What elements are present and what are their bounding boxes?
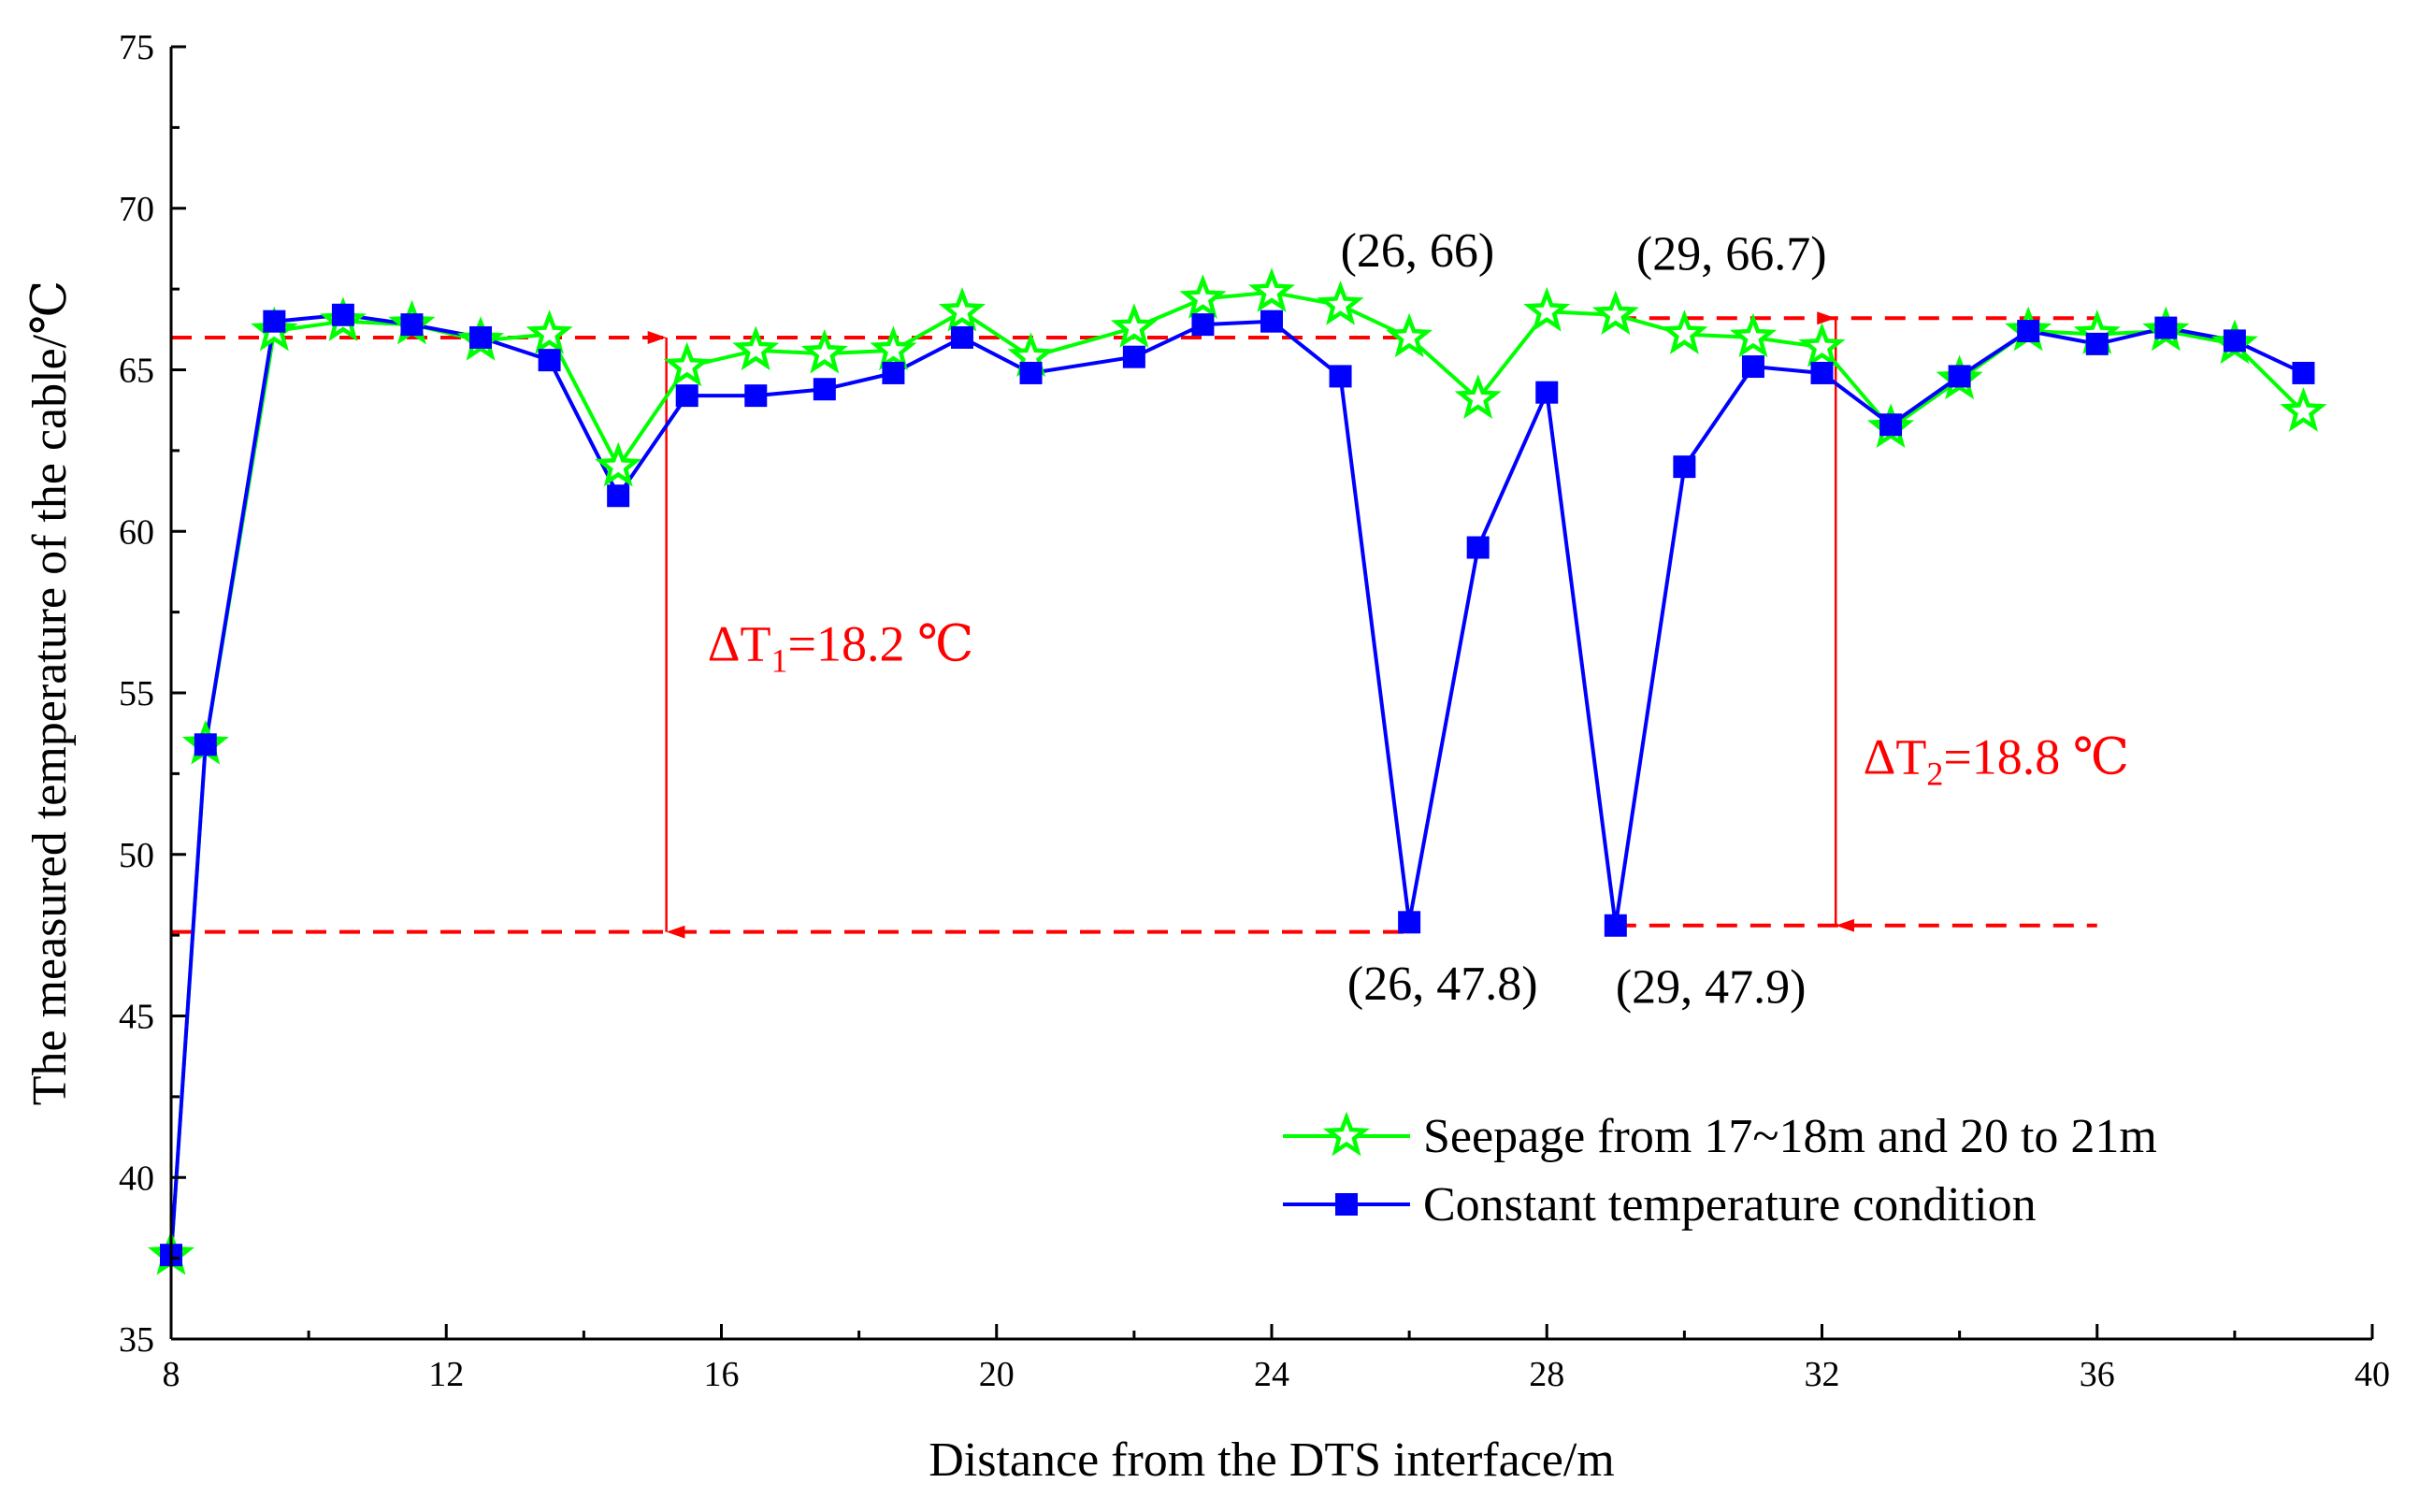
seepage-point (1523, 286, 1571, 332)
y-tick-label: 45 (119, 998, 154, 1037)
y-tick-label: 60 (119, 512, 154, 552)
constant-point (2223, 329, 2246, 353)
constant-point (469, 325, 493, 349)
seepage-point (1454, 374, 1502, 419)
legend-label: Seepage from 17~18m and 20 to 21m (1423, 1110, 2157, 1163)
reference-lines (171, 311, 2097, 939)
x-tick-label: 36 (2080, 1355, 2115, 1394)
constant-point (607, 484, 630, 508)
x-tick-label: 32 (1805, 1355, 1840, 1394)
seepage-point (1247, 267, 1296, 312)
y-tick-label: 65 (119, 352, 154, 391)
constant-point (263, 310, 286, 333)
constant-point (744, 384, 768, 408)
x-tick-label: 16 (704, 1355, 740, 1394)
delta-t-label: ΔT1=18.2 ℃ (708, 615, 974, 679)
x-tick-label: 28 (1529, 1355, 1564, 1394)
seepage-point (800, 328, 848, 374)
constant-point (331, 303, 354, 326)
seepage-point (1729, 312, 1778, 358)
legend-label: Constant temperature condition (1423, 1178, 2037, 1231)
constant-point (1741, 355, 1764, 379)
constant-point (1019, 361, 1043, 384)
constant-point (1673, 455, 1696, 479)
seepage-point (938, 286, 986, 332)
constant-point (2154, 316, 2178, 339)
constant-point (1329, 365, 1352, 388)
chart-labels: Distance from the DTS interface/m The mea… (23, 224, 2129, 1487)
constant-point (2292, 361, 2315, 384)
constant-point (2085, 332, 2109, 355)
constant-point (194, 733, 217, 756)
constant-point (1122, 345, 1145, 368)
constant-point (1810, 361, 1834, 384)
y-axis-title: The measured temperature of the cable/℃ (23, 281, 77, 1106)
constant-point (1260, 310, 1283, 333)
constant-point (813, 378, 836, 401)
constant-point (1535, 381, 1559, 404)
seepage-point (1386, 312, 1433, 358)
seepage-point (1317, 281, 1364, 325)
x-axis-title: Distance from the DTS interface/m (929, 1433, 1615, 1487)
y-tick-label: 40 (119, 1159, 154, 1198)
constant-point (1879, 413, 1903, 437)
delta-t-symbol: ΔT (1864, 728, 1927, 785)
constant-point (675, 384, 698, 408)
y-tick-label: 55 (119, 674, 154, 713)
y-tick-label: 50 (119, 836, 154, 875)
x-tick-label: 24 (1254, 1355, 1289, 1394)
delta-t-value: =18.2 ℃ (788, 615, 974, 671)
seepage-point (2280, 387, 2327, 432)
seepage-point (595, 441, 642, 487)
seepage-point (732, 325, 780, 371)
legend: Seepage from 17~18m and 20 to 21m Constan… (1283, 1110, 2157, 1231)
constant-point (1466, 536, 1490, 559)
x-tick-label: 12 (428, 1355, 464, 1394)
constant-point (1191, 313, 1215, 337)
constant-point (950, 325, 973, 349)
constant-point (1604, 914, 1627, 937)
constant-point (2017, 320, 2040, 343)
constant-point (400, 313, 424, 337)
y-tick-label: 35 (119, 1320, 154, 1360)
delta-t-symbol: ΔT (708, 615, 771, 671)
seepage-point (1179, 274, 1227, 319)
point-annotation: (26, 66) (1341, 224, 1495, 278)
y-tick-label: 75 (119, 28, 154, 67)
seepage-point (663, 341, 711, 387)
x-tick-label: 40 (2354, 1355, 2390, 1394)
legend-marker (1322, 1111, 1371, 1157)
delta-t-subscript: 1 (771, 641, 788, 679)
point-annotation: (29, 66.7) (1636, 227, 1827, 281)
x-tick-label: 8 (163, 1355, 180, 1394)
constant-point (538, 349, 561, 372)
seepage-point (526, 310, 573, 354)
y-tick-label: 70 (119, 190, 154, 229)
delta-t-label: ΔT2=18.8 ℃ (1864, 728, 2130, 792)
legend-marker (1335, 1193, 1358, 1216)
point-annotation: (29, 47.9) (1616, 961, 1807, 1015)
seepage-point (1661, 310, 1708, 354)
constant-point (882, 361, 905, 384)
seepage-point (870, 325, 917, 371)
data-series (147, 267, 2327, 1275)
seepage-point (1798, 322, 1846, 367)
delta-t-subscript: 2 (1926, 755, 1943, 792)
seepage-point (1591, 290, 1639, 335)
constant-point (1948, 365, 1971, 388)
delta-t-value: =18.8 ℃ (1943, 728, 2129, 785)
seepage-point (1110, 303, 1158, 348)
constant-point (1398, 911, 1421, 934)
point-annotation: (26, 47.8) (1347, 958, 1538, 1011)
x-tick-label: 20 (979, 1355, 1015, 1394)
